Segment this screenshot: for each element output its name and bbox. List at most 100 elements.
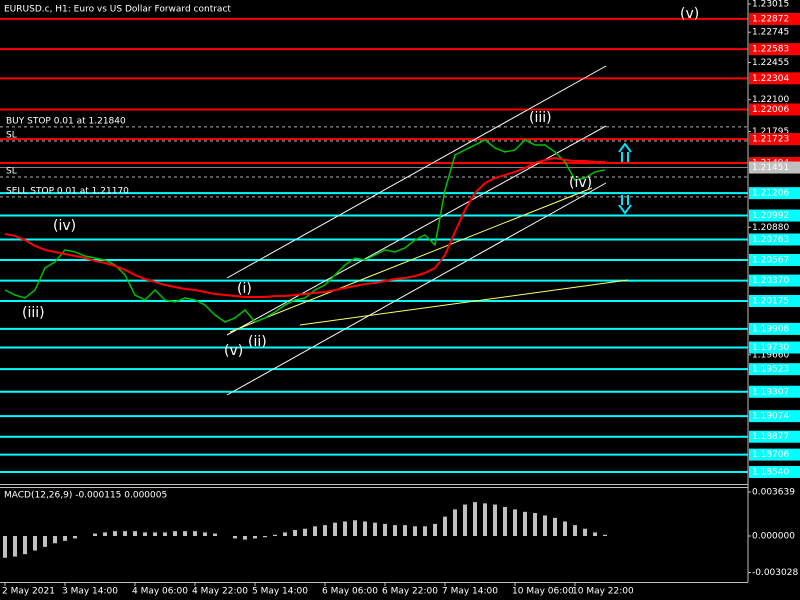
histogram-bar <box>113 531 117 536</box>
y-tick-label: 1.20880 <box>752 223 789 233</box>
level-label: 1.19730 <box>752 343 789 353</box>
histogram-bar <box>443 516 447 536</box>
histogram-bar <box>273 534 277 536</box>
histogram-bar <box>253 535 257 539</box>
histogram-bar <box>473 502 477 536</box>
level-tag <box>749 274 800 287</box>
y-tick-label: 1.22100 <box>752 95 789 105</box>
histogram-bar <box>353 520 357 536</box>
histogram-bar <box>533 513 537 536</box>
histogram-bar <box>373 522 377 536</box>
histogram-bar <box>153 532 157 536</box>
wave-label: (v) <box>680 6 699 22</box>
level-tag <box>749 385 800 398</box>
histogram-bar <box>33 535 37 551</box>
histogram-bar <box>523 511 527 536</box>
wave-label: (iii) <box>22 305 45 321</box>
trend-line <box>299 279 629 326</box>
level-tag <box>749 253 800 266</box>
level-label: 1.18877 <box>752 432 789 442</box>
x-tick-label: 7 May 14:00 <box>442 587 498 597</box>
histogram-bar <box>183 531 187 536</box>
level-label: 1.18540 <box>752 467 789 477</box>
histogram-bar <box>213 533 217 536</box>
level-label: 1.22304 <box>752 74 789 84</box>
level-tag <box>749 341 800 354</box>
histogram-bar <box>503 506 507 536</box>
histogram-bar <box>103 532 107 536</box>
histogram-bar <box>583 528 587 536</box>
level-tag <box>749 410 800 423</box>
histogram-bar <box>63 535 67 541</box>
histogram-bar <box>123 531 127 536</box>
wave-label: (v) <box>224 343 243 359</box>
y-tick-label: 1.21795 <box>752 127 789 137</box>
histogram-bar <box>203 532 207 536</box>
moving-average <box>4 157 605 299</box>
x-tick-label: 4 May 06:00 <box>132 587 188 597</box>
y-tick-label: 0.003639 <box>752 487 795 497</box>
wave-label: (iv) <box>569 175 592 191</box>
histogram-bar <box>603 534 607 536</box>
histogram-bar <box>463 504 467 536</box>
level-label: 1.22583 <box>752 45 789 55</box>
level-tag <box>749 12 800 25</box>
current-price-tag <box>749 161 800 174</box>
order-label: SL <box>6 167 17 177</box>
level-tag <box>749 430 800 443</box>
histogram-bar <box>3 535 7 558</box>
x-tick-label: 6 May 06:00 <box>322 587 378 597</box>
histogram-bar <box>573 525 577 536</box>
wave-label: (ii) <box>248 334 267 350</box>
channel-line <box>226 65 607 279</box>
y-tick-label: 1.22745 <box>752 28 789 38</box>
signal-arrows <box>618 142 632 215</box>
wave-label: (iv) <box>53 218 76 234</box>
level-label: 1.20175 <box>752 296 789 306</box>
histogram-bar <box>363 521 367 536</box>
level-label: 1.18706 <box>752 450 789 460</box>
chart-title: EURUSD.c, H1: Euro vs US Dollar Forward … <box>4 5 231 15</box>
macd-title: MACD(12,26,9) -0.000115 0.000005 <box>4 491 167 501</box>
level-label: 1.22872 <box>752 14 789 24</box>
level-tag <box>749 43 800 56</box>
histogram-bar <box>303 528 307 536</box>
histogram-bar <box>513 509 517 536</box>
level-label: 1.19908 <box>752 324 789 334</box>
x-tick-label: 4 May 22:00 <box>192 587 248 597</box>
trend-line <box>229 187 593 333</box>
level-label: 1.19307 <box>752 387 789 397</box>
histogram-bar <box>243 535 247 540</box>
y-tick-label: 1.19660 <box>752 350 789 360</box>
histogram-bar <box>163 532 167 536</box>
histogram-bar <box>53 535 57 544</box>
level-label: 1.20992 <box>752 211 789 221</box>
histogram-bar <box>383 523 387 536</box>
level-label: 1.19074 <box>752 412 789 422</box>
histogram-bar <box>323 525 327 536</box>
histogram-bar <box>563 521 567 536</box>
histogram-bar <box>283 532 287 536</box>
level-label: 1.20567 <box>752 255 789 265</box>
level-tag <box>749 448 800 461</box>
histogram-bar <box>13 535 17 557</box>
histogram-bar <box>403 525 407 536</box>
x-tick-label: 6 May 22:00 <box>382 587 438 597</box>
histogram-bar <box>193 531 197 536</box>
histogram-bar <box>453 509 457 536</box>
y-tick-label: 0.000000 <box>752 531 795 541</box>
wave-label: (iii) <box>529 110 552 126</box>
y-tick-label: 1.23015 <box>752 0 789 9</box>
level-tag <box>749 187 800 200</box>
order-label: BUY STOP 0.01 at 1.21840 <box>6 116 126 126</box>
wave-label: (i) <box>237 281 252 297</box>
histogram-bar <box>333 522 337 536</box>
histogram-bar <box>553 517 557 536</box>
down-arrow <box>618 195 632 215</box>
x-tick-label: 3 May 14:00 <box>62 587 118 597</box>
y-tick-label: -0.003028 <box>752 568 798 578</box>
level-tag <box>749 363 800 376</box>
x-tick-label: 10 May 22:00 <box>572 587 634 597</box>
level-label: 1.20763 <box>752 235 789 245</box>
